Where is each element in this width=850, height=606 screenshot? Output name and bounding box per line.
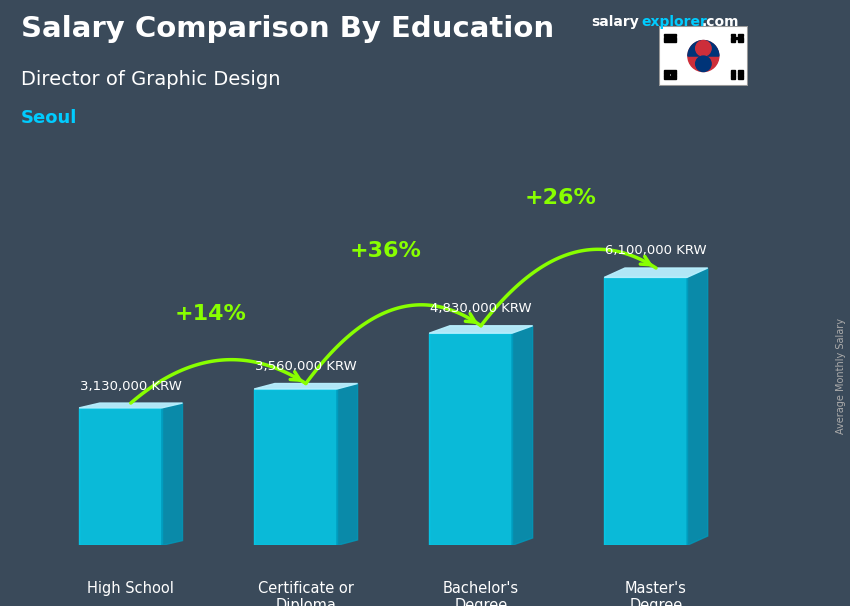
Polygon shape <box>604 268 708 278</box>
Bar <box>731 39 735 42</box>
Polygon shape <box>79 408 162 545</box>
Polygon shape <box>687 268 708 545</box>
Text: 3,560,000 KRW: 3,560,000 KRW <box>255 360 357 373</box>
Bar <box>731 36 743 39</box>
Polygon shape <box>254 389 337 545</box>
Text: +14%: +14% <box>174 304 246 324</box>
Text: +36%: +36% <box>349 241 422 261</box>
Text: Salary Comparison By Education: Salary Comparison By Education <box>21 15 554 43</box>
Bar <box>731 33 735 36</box>
Bar <box>664 76 676 79</box>
Bar <box>731 73 735 76</box>
Text: +26%: +26% <box>524 188 597 208</box>
Bar <box>731 70 735 73</box>
Polygon shape <box>429 326 533 333</box>
Text: Bachelor's
Degree: Bachelor's Degree <box>443 581 519 606</box>
Polygon shape <box>337 384 358 545</box>
Text: salary: salary <box>591 15 638 29</box>
Text: 4,830,000 KRW: 4,830,000 KRW <box>430 302 532 315</box>
Polygon shape <box>79 403 183 408</box>
Bar <box>664 36 676 39</box>
Bar <box>738 70 743 73</box>
Bar <box>664 70 676 73</box>
Bar <box>664 73 669 76</box>
Polygon shape <box>162 403 183 545</box>
Text: High School: High School <box>88 581 174 596</box>
Polygon shape <box>254 384 358 389</box>
Polygon shape <box>512 326 533 545</box>
Polygon shape <box>429 333 512 545</box>
Text: Certificate or
Diploma: Certificate or Diploma <box>258 581 354 606</box>
Text: explorer: explorer <box>642 15 707 29</box>
Text: 3,130,000 KRW: 3,130,000 KRW <box>80 379 182 393</box>
Bar <box>738 33 743 36</box>
Bar <box>738 39 743 42</box>
Bar <box>672 73 676 76</box>
Circle shape <box>695 56 711 72</box>
Wedge shape <box>688 41 719 56</box>
Text: Director of Graphic Design: Director of Graphic Design <box>21 70 280 88</box>
Bar <box>738 76 743 79</box>
Text: 6,100,000 KRW: 6,100,000 KRW <box>605 244 707 258</box>
Text: Seoul: Seoul <box>21 109 77 127</box>
Bar <box>664 39 676 42</box>
Text: .com: .com <box>701 15 739 29</box>
Circle shape <box>695 41 711 56</box>
Polygon shape <box>604 278 687 545</box>
Bar <box>664 33 676 36</box>
Bar <box>731 76 735 79</box>
Text: Average Monthly Salary: Average Monthly Salary <box>836 318 846 434</box>
Circle shape <box>688 41 719 72</box>
Text: Master's
Degree: Master's Degree <box>625 581 687 606</box>
Bar <box>738 73 743 76</box>
